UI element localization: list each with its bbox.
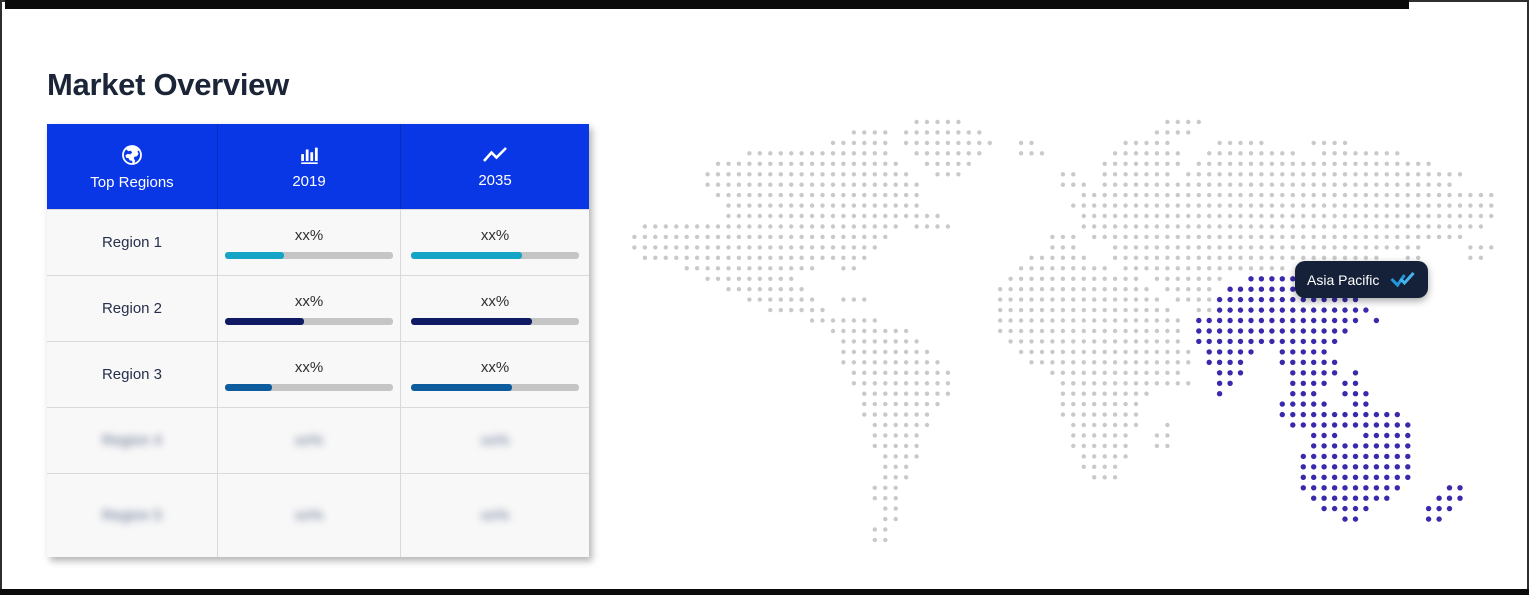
region-name: Region 2 <box>101 300 163 317</box>
value-label: xx% <box>480 226 510 244</box>
tooltip-label: Asia Pacific <box>1307 271 1380 288</box>
table-row-region-5-locked: Region 5 xx% xx% <box>47 473 589 557</box>
table-row-region-4-locked: Region 4 xx% xx% <box>47 407 589 473</box>
progress-fill <box>411 251 522 259</box>
page-title: Market Overview <box>47 66 289 102</box>
value-cell-2019: xx% <box>218 276 401 341</box>
progress-track <box>411 383 579 391</box>
progress-fill <box>225 317 304 325</box>
value-cell-2035: xx% <box>401 474 589 557</box>
progress-track <box>225 317 393 325</box>
value-label-blurred: xx% <box>480 432 510 449</box>
value-label-blurred: xx% <box>294 432 324 449</box>
world-dot-map <box>620 118 1500 550</box>
value-label: xx% <box>294 292 324 310</box>
header-label: Top Regions <box>90 173 174 191</box>
bar-chart-icon <box>298 144 320 166</box>
region-cell: Region 1 <box>47 210 218 275</box>
region-name: Region 1 <box>101 234 163 251</box>
asia-pacific-tooltip[interactable]: Asia Pacific <box>1295 261 1429 298</box>
region-cell: Region 2 <box>47 276 218 341</box>
region-name: Region 3 <box>101 366 163 383</box>
progress-track <box>225 383 393 391</box>
progress-fill <box>411 317 532 325</box>
progress-track <box>411 317 579 325</box>
region-name-blurred: Region 4 <box>101 432 163 449</box>
header-2019: 2019 <box>218 124 401 209</box>
value-cell-2035: xx% <box>401 210 589 275</box>
value-label-blurred: xx% <box>480 507 510 524</box>
table-header: Top Regions 2019 2035 <box>47 124 589 209</box>
value-cell-2019: xx% <box>218 474 401 557</box>
top-regions-table: Top Regions 2019 2035 <box>47 124 589 557</box>
value-cell-2019: xx% <box>218 342 401 407</box>
value-label: xx% <box>480 292 510 310</box>
value-cell-2019: xx% <box>218 408 401 473</box>
progress-fill <box>225 383 273 391</box>
value-label: xx% <box>294 358 324 376</box>
double-check-icon <box>1389 271 1416 289</box>
value-cell-2035: xx% <box>401 408 589 473</box>
table-row-region-2: Region 2 xx% xx% <box>47 275 589 341</box>
header-top-regions: Top Regions <box>47 124 218 209</box>
progress-fill <box>225 251 284 259</box>
window-bottom-bar <box>0 589 1529 595</box>
header-label: 2019 <box>292 172 326 190</box>
progress-track <box>411 251 579 259</box>
value-label: xx% <box>480 358 510 376</box>
header-2035: 2035 <box>401 124 589 209</box>
value-cell-2019: xx% <box>218 210 401 275</box>
table-row-region-3: Region 3 xx% xx% <box>47 341 589 407</box>
region-name-blurred: Region 5 <box>101 507 163 524</box>
value-label-blurred: xx% <box>294 507 324 524</box>
progress-track <box>225 251 393 259</box>
window-top-bar <box>5 0 1409 9</box>
trend-up-icon <box>482 145 508 165</box>
globe-icon <box>120 143 144 167</box>
region-cell: Region 3 <box>47 342 218 407</box>
table-row-region-1: Region 1 xx% xx% <box>47 209 589 275</box>
region-cell: Region 4 <box>47 408 218 473</box>
value-label: xx% <box>294 226 324 244</box>
region-cell: Region 5 <box>47 474 218 557</box>
progress-fill <box>411 383 512 391</box>
value-cell-2035: xx% <box>401 276 589 341</box>
header-label: 2035 <box>478 171 512 189</box>
value-cell-2035: xx% <box>401 342 589 407</box>
